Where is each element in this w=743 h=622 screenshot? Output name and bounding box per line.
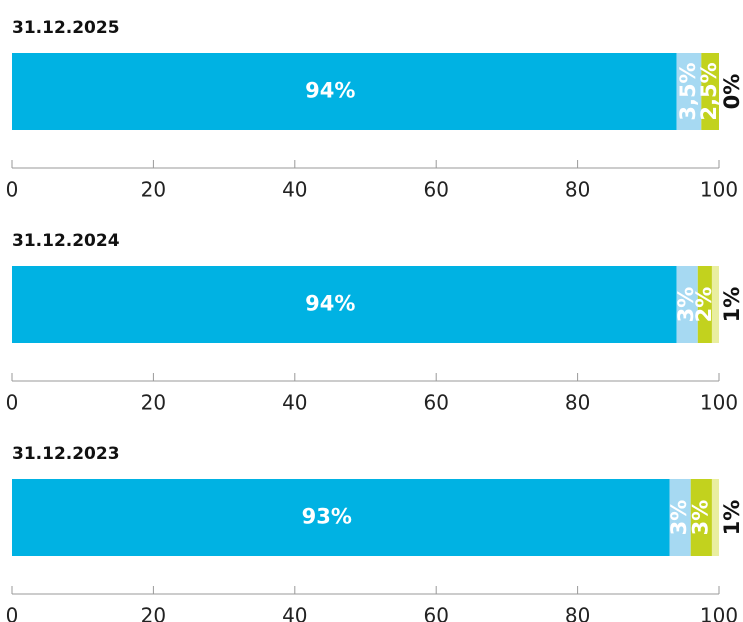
x-tick-label: 20 bbox=[141, 391, 166, 415]
value-label: 94% bbox=[305, 79, 355, 103]
x-tick-label: 100 bbox=[700, 178, 738, 202]
x-tick-label: 80 bbox=[565, 604, 590, 622]
value-label: 2,5% bbox=[697, 62, 721, 120]
x-tick-label: 100 bbox=[700, 604, 738, 622]
panel-title: 31.12.2024 bbox=[12, 231, 120, 251]
panel-title: 31.12.2023 bbox=[12, 444, 120, 464]
value-label: 1% bbox=[720, 287, 743, 323]
bar-segment bbox=[690, 479, 712, 556]
x-tick-label: 0 bbox=[6, 604, 19, 622]
value-label: 0% bbox=[720, 74, 743, 110]
x-tick-label: 60 bbox=[423, 391, 448, 415]
value-label: 3% bbox=[674, 287, 698, 323]
x-tick-label: 60 bbox=[423, 604, 448, 622]
x-tick-label: 20 bbox=[141, 604, 166, 622]
value-label: 3% bbox=[688, 500, 712, 536]
panel-title: 31.12.2025 bbox=[12, 18, 120, 38]
bar-segment bbox=[12, 266, 677, 343]
x-tick-label: 80 bbox=[565, 178, 590, 202]
x-tick-label: 20 bbox=[141, 178, 166, 202]
value-label: 3% bbox=[667, 500, 691, 536]
bar-segment bbox=[669, 479, 691, 556]
x-tick-label: 0 bbox=[6, 178, 19, 202]
value-label: 1% bbox=[720, 500, 743, 536]
value-label: 93% bbox=[302, 505, 352, 529]
x-tick-label: 40 bbox=[282, 391, 307, 415]
bar-segment bbox=[12, 479, 670, 556]
x-tick-label: 80 bbox=[565, 391, 590, 415]
value-label: 94% bbox=[305, 292, 355, 316]
bar-segment bbox=[711, 266, 719, 343]
x-tick-label: 40 bbox=[282, 178, 307, 202]
x-tick-label: 0 bbox=[6, 391, 19, 415]
value-label: 2% bbox=[692, 287, 716, 323]
bar-segment bbox=[676, 266, 698, 343]
bar-segment bbox=[701, 53, 719, 130]
bar-segment bbox=[676, 53, 702, 130]
value-label: 3,5% bbox=[676, 62, 700, 120]
bar-segment bbox=[711, 479, 719, 556]
x-tick-label: 40 bbox=[282, 604, 307, 622]
bar-segment bbox=[697, 266, 712, 343]
x-tick-label: 60 bbox=[423, 178, 448, 202]
bar-segment bbox=[12, 53, 677, 130]
x-tick-label: 100 bbox=[700, 391, 738, 415]
